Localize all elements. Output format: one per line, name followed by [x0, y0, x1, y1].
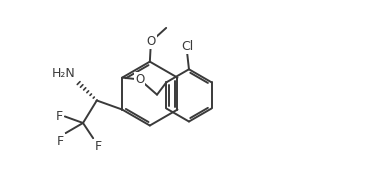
Text: F: F [56, 110, 63, 123]
Text: F: F [56, 135, 64, 148]
Text: F: F [95, 140, 102, 153]
Text: O: O [146, 35, 155, 48]
Text: Cl: Cl [181, 40, 193, 53]
Text: O: O [135, 73, 144, 86]
Text: H₂N: H₂N [52, 67, 76, 80]
